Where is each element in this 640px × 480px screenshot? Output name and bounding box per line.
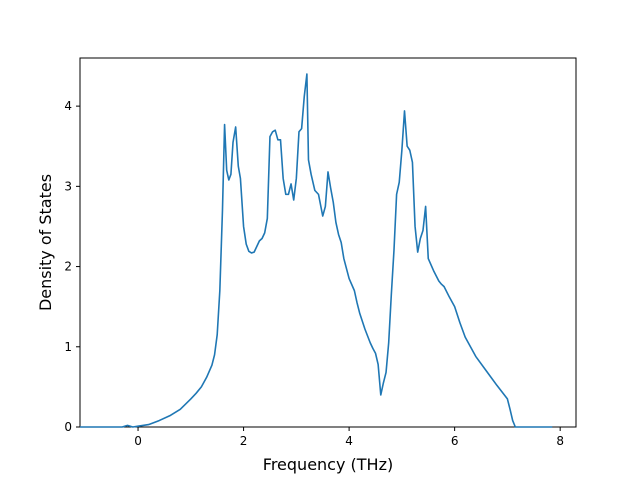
x-tick-label: 6 [451, 434, 459, 448]
dos-series-line [80, 73, 553, 428]
y-tick-label: 0 [64, 420, 72, 434]
y-tick-label: 4 [64, 99, 72, 113]
x-tick-label: 4 [345, 434, 353, 448]
y-tick-label: 2 [64, 260, 72, 274]
y-tick-label: 1 [64, 340, 72, 354]
x-tick-label: 0 [134, 434, 142, 448]
plot-frame [79, 57, 577, 428]
x-tick-label: 8 [556, 434, 564, 448]
y-axis-label: Density of States [36, 174, 55, 311]
y-axis-ticks: 0 1 2 3 4 [64, 99, 80, 434]
x-axis-label: Frequency (THz) [263, 455, 393, 474]
x-axis-ticks: 0 2 4 6 8 [134, 427, 564, 448]
y-tick-label: 3 [64, 179, 72, 193]
x-tick-label: 2 [240, 434, 248, 448]
